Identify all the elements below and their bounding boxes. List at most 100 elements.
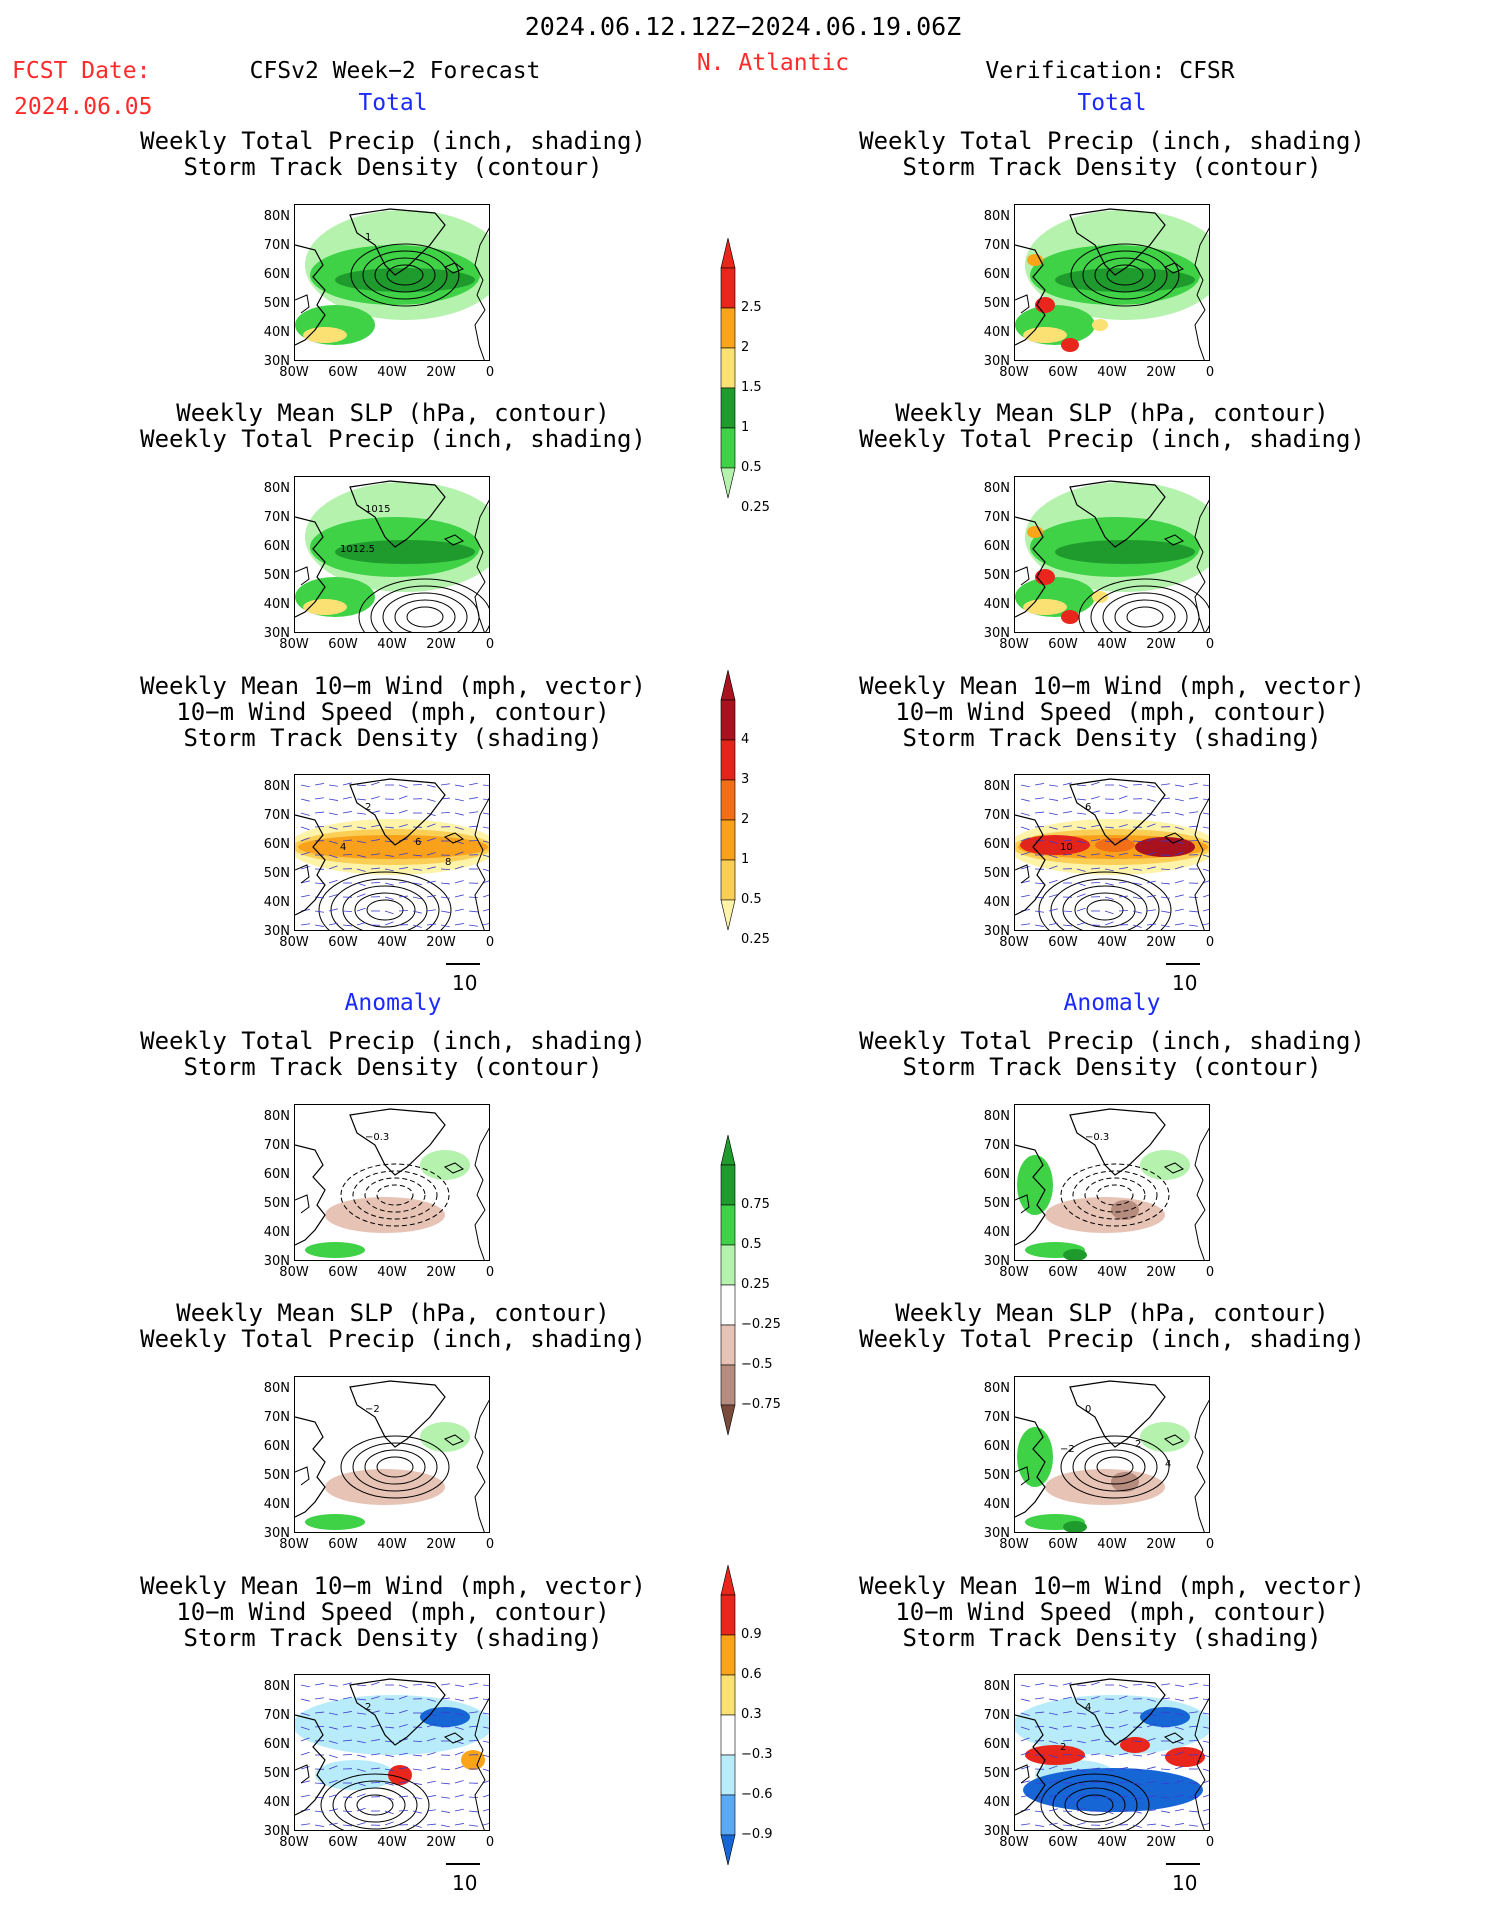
colorbar-label: 0.5 [741, 892, 762, 907]
lon-tick-label: 80W [999, 365, 1029, 380]
panel-title-line: Weekly Mean SLP (hPa, contour) [176, 399, 610, 427]
vector-reference: 10 [452, 1871, 478, 1895]
lat-tick-label: 30N [263, 626, 290, 641]
lat-tick-label: 70N [263, 238, 290, 253]
lat-tick-label: 70N [983, 808, 1010, 823]
lat-tick-label: 50N [983, 568, 1010, 583]
lat-tick-label: 60N [983, 1439, 1010, 1454]
verification-map-slp [1014, 476, 1210, 633]
lat-tick-label: 30N [263, 924, 290, 939]
vector-reference-arrow-icon [446, 1863, 480, 1865]
lon-tick-label: 40W [1097, 935, 1127, 950]
lon-tick-label: 60W [1048, 365, 1078, 380]
lon-tick-label: 20W [426, 365, 456, 380]
lat-tick-label: 60N [263, 1737, 290, 1752]
lon-tick-label: 0 [485, 1537, 495, 1552]
panel-title-line: Storm Track Density (contour) [902, 1053, 1322, 1081]
panel-title-line: Weekly Total Precip (inch, shading) [140, 425, 646, 453]
colorbar-label: 0.3 [741, 1707, 762, 1722]
lat-tick-label: 60N [983, 1737, 1010, 1752]
anomaly-label-left: Anomaly [344, 990, 442, 1016]
lon-tick-label: 80W [279, 637, 309, 652]
panel-title-line: Weekly Mean SLP (hPa, contour) [895, 1299, 1329, 1327]
panel-title-line: 10−m Wind Speed (mph, contour) [895, 1598, 1329, 1626]
lat-tick-label: 70N [983, 1708, 1010, 1723]
lon-tick-label: 20W [1146, 1835, 1176, 1850]
lat-tick-label: 30N [983, 1824, 1010, 1839]
lat-tick-label: 50N [983, 866, 1010, 881]
lat-tick-label: 70N [983, 238, 1010, 253]
contour-label: 1012.5 [340, 544, 375, 555]
colorbar-label: 0.25 [741, 500, 770, 515]
panel-title-line: Weekly Total Precip (inch, shading) [140, 1027, 646, 1055]
lat-tick-label: 40N [983, 1795, 1010, 1810]
lon-tick-label: 0 [485, 935, 495, 950]
panel-title-line: 10−m Wind Speed (mph, contour) [895, 698, 1329, 726]
forecast-map-sanom: −2 [294, 1376, 490, 1533]
lat-tick-label: 80N [983, 209, 1010, 224]
lon-tick-label: 0 [1205, 1537, 1215, 1552]
lon-tick-label: 60W [1048, 1537, 1078, 1552]
colorbar-label: −0.75 [741, 1397, 781, 1412]
contour-label: 1 [365, 232, 371, 243]
lat-tick-label: 80N [983, 481, 1010, 496]
colorbar-label: −0.6 [741, 1787, 773, 1802]
lat-tick-label: 40N [983, 1225, 1010, 1240]
date-range: 2024.06.12.12Z−2024.06.19.06Z [524, 12, 962, 41]
contour-label: −0.3 [365, 1132, 389, 1143]
colorbar-label: −0.9 [741, 1827, 773, 1842]
panel-title-line: Weekly Total Precip (inch, shading) [859, 127, 1365, 155]
vector-reference-arrow-icon [1166, 963, 1200, 965]
colorbar-label: 0.9 [741, 1627, 762, 1642]
lat-tick-label: 30N [263, 1254, 290, 1269]
lon-tick-label: 40W [377, 637, 407, 652]
vector-reference: 10 [452, 971, 478, 995]
lat-tick-label: 80N [263, 1109, 290, 1124]
lon-tick-label: 0 [1205, 1265, 1215, 1280]
lat-tick-label: 70N [263, 1138, 290, 1153]
contour-label: 4 [1165, 1459, 1171, 1470]
colorbar-label: 0.25 [741, 932, 770, 947]
lat-tick-label: 40N [983, 597, 1010, 612]
colorbar-label: 1 [741, 420, 750, 435]
lat-tick-label: 70N [263, 808, 290, 823]
colorbar-label: 2 [741, 340, 750, 355]
lat-tick-label: 40N [263, 1225, 290, 1240]
contour-label: 4 [1085, 1702, 1091, 1713]
lon-tick-label: 0 [1205, 365, 1215, 380]
colorbar-label: 0.5 [741, 460, 762, 475]
lat-tick-label: 30N [983, 626, 1010, 641]
lon-tick-label: 40W [377, 1537, 407, 1552]
lat-tick-label: 80N [983, 1679, 1010, 1694]
panel-title-line: Weekly Mean SLP (hPa, contour) [176, 1299, 610, 1327]
lon-tick-label: 0 [485, 637, 495, 652]
fcst-date-label: FCST Date: [12, 58, 151, 84]
lat-tick-label: 60N [263, 539, 290, 554]
lat-tick-label: 40N [983, 895, 1010, 910]
lon-tick-label: 40W [377, 1265, 407, 1280]
forecast-map-wind: 2 4 6 8 [294, 774, 490, 931]
lon-tick-label: 60W [328, 935, 358, 950]
lat-tick-label: 80N [263, 209, 290, 224]
contour-label: 4 [340, 842, 346, 853]
lat-tick-label: 70N [983, 1138, 1010, 1153]
panel-title-line: Weekly Mean 10−m Wind (mph, vector) [859, 672, 1365, 700]
lon-tick-label: 0 [485, 1265, 495, 1280]
lat-tick-label: 40N [263, 597, 290, 612]
vector-reference: 10 [1172, 971, 1198, 995]
lon-tick-label: 60W [328, 637, 358, 652]
panel-title-line: Storm Track Density (contour) [183, 153, 603, 181]
lon-tick-label: 80W [279, 1537, 309, 1552]
lat-tick-label: 60N [263, 267, 290, 282]
lat-tick-label: 50N [263, 296, 290, 311]
forecast-title: CFSv2 Week−2 Forecast [249, 58, 541, 84]
colorbar-label: −0.25 [741, 1317, 781, 1332]
lon-tick-label: 40W [1097, 1537, 1127, 1552]
forecast-map-slp: 1015 1012.5 [294, 476, 490, 633]
panel-title-line: Storm Track Density (shading) [183, 1624, 603, 1652]
total-label-right: Total [1077, 90, 1147, 116]
lat-tick-label: 30N [983, 924, 1010, 939]
lon-tick-label: 20W [1146, 1537, 1176, 1552]
panel-title-line: Storm Track Density (shading) [902, 1624, 1322, 1652]
lat-tick-label: 80N [263, 779, 290, 794]
